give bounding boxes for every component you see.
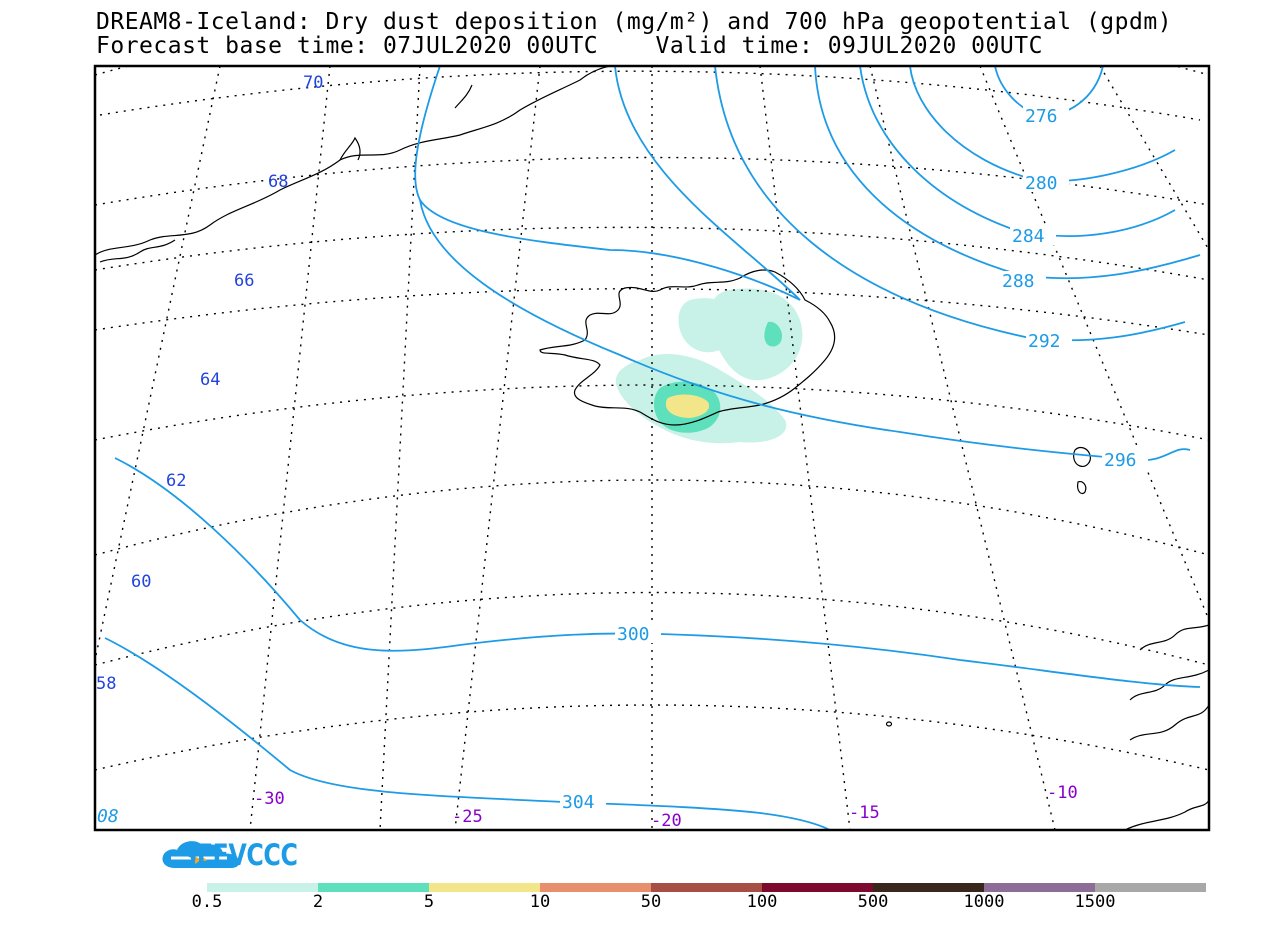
- dust-deposition-shading: [615, 288, 803, 444]
- legend-swatch: [318, 883, 429, 892]
- map-subtitle-times: Forecast base time: 07JUL2020 00UTC Vali…: [96, 33, 1043, 59]
- dust-area-mid: [678, 298, 737, 353]
- lon-label-minus25: -25: [452, 807, 483, 827]
- cloud-icon: [162, 841, 240, 868]
- lat-label-66: 66: [234, 271, 254, 291]
- legend-swatch: [984, 883, 1095, 892]
- legend-labels: 0.5 2 5 10 50 100 500 1000 1500: [0, 892, 1271, 916]
- longitude-labels: -30 -25 -20 -15 -10: [254, 783, 1078, 831]
- contour-label-284: 284: [1012, 226, 1045, 247]
- legend-label: 1000: [963, 892, 1005, 912]
- map-frame: [93, 64, 1211, 832]
- dust-area-north: [709, 288, 803, 381]
- legend-label: 5: [423, 892, 435, 912]
- map-title: DREAM8-Iceland: Dry dust deposition (mg/…: [96, 9, 1173, 35]
- legend-label: 500: [857, 892, 889, 912]
- lon-label-minus20: -20: [651, 811, 682, 831]
- contour-296: [414, 66, 1191, 461]
- norway-coast: [1124, 624, 1209, 830]
- contour-label-292: 292: [1028, 331, 1061, 352]
- contour-label-296: 296: [1104, 450, 1137, 471]
- legend-swatch: [651, 883, 762, 892]
- seevccc-logo-text: SEEVCCC: [180, 838, 298, 872]
- legend-swatch: [207, 883, 318, 892]
- lon-label-minus10: -10: [1047, 783, 1078, 803]
- legend-swatch: [429, 883, 540, 892]
- legend-swatch: [1095, 883, 1206, 892]
- geopotential-labels: 276 280 284 288 292 296 300 304 08: [97, 106, 1148, 827]
- lat-label-64: 64: [200, 370, 220, 390]
- lat-label-62: 62: [166, 471, 186, 491]
- contour-304: [104, 637, 831, 830]
- contour-284: [859, 66, 1176, 237]
- contour-label-300: 300: [617, 624, 650, 645]
- legend-swatch: [873, 883, 984, 892]
- legend-label: 1500: [1074, 892, 1116, 912]
- legend-label: 10: [529, 892, 551, 912]
- contour-label-304: 304: [562, 792, 595, 813]
- contour-label-08: 08: [97, 806, 119, 827]
- faroe-coast: [1073, 446, 1091, 495]
- contour-label-288: 288: [1002, 271, 1035, 292]
- lat-label-58: 58: [96, 674, 116, 694]
- legend-label: 100: [746, 892, 778, 912]
- legend-swatch: [540, 883, 651, 892]
- contour-300: [114, 457, 1201, 688]
- iceland-coast: [539, 269, 836, 426]
- lat-label-70: 70: [303, 73, 323, 93]
- lat-label-60: 60: [131, 572, 151, 592]
- contour-label-280: 280: [1025, 173, 1058, 194]
- latitude-labels: 70 68 66 64 62 60 58: [96, 73, 323, 694]
- contour-292: [714, 66, 1186, 342]
- legend-label: 0.5: [191, 892, 223, 912]
- lon-label-minus15: -15: [849, 803, 880, 823]
- contour-288: [814, 66, 1201, 280]
- legend-swatch: [762, 883, 873, 892]
- contour-label-276: 276: [1025, 106, 1058, 127]
- longitude-graticule: [95, 66, 1209, 830]
- lon-label-minus30: -30: [254, 789, 285, 809]
- deposition-color-legend: [207, 883, 1206, 892]
- legend-label: 2: [312, 892, 324, 912]
- dust-area-2b: [764, 321, 782, 347]
- greenland-coast: [95, 66, 611, 256]
- legend-label: 50: [640, 892, 662, 912]
- lat-label-68: 68: [268, 172, 288, 192]
- dust-area-5: [666, 394, 710, 418]
